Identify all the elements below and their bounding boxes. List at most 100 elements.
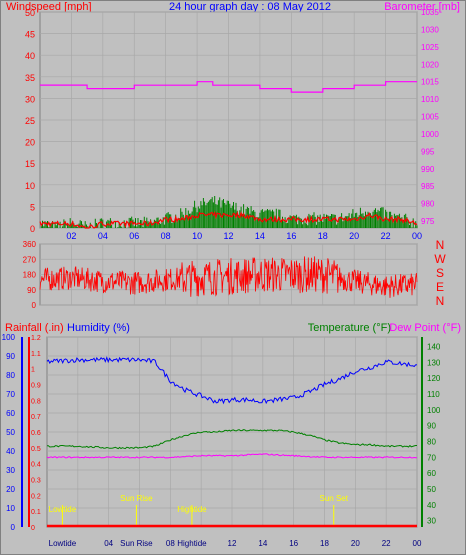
hour-tick-label: 06 (129, 231, 139, 241)
humidity-tick-label: 0 (11, 523, 16, 532)
hour-tick-label: 14 (255, 231, 265, 241)
temperature-series (47, 429, 417, 450)
compass-label: W (434, 252, 446, 266)
hour-tick-label: 00 (413, 539, 422, 548)
barometer-tick-label: 1025 (421, 43, 439, 52)
temperature-tick-label: 40 (427, 501, 436, 510)
hour-tick-label: 00 (412, 231, 422, 241)
temperature-tick-label: 60 (427, 469, 436, 478)
hour-tick-label: 16 (289, 539, 298, 548)
hour-tick-label: 22 (382, 539, 391, 548)
rain-humidity-temperature-panel: 010203040506070809010000.10.20.30.40.50.… (2, 333, 441, 548)
humidity-tick-label: 20 (6, 485, 15, 494)
barometer-tick-label: 990 (421, 165, 435, 174)
barometer-series (40, 81, 417, 93)
temperature-tick-label: 80 (427, 438, 436, 447)
graph-title: 24 hour graph day : 08 May 2012 (169, 1, 331, 13)
dewpoint-series (46, 453, 417, 459)
humidity-tick-label: 80 (6, 371, 15, 380)
windspeed-tick-label: 50 (25, 8, 35, 18)
humidity-tick-label: 70 (6, 390, 15, 399)
compass-label: S (436, 266, 444, 280)
compass-label: N (436, 294, 445, 308)
barometer-tick-label: 1005 (421, 113, 439, 122)
barometer-tick-label: 975 (421, 217, 435, 226)
barometer-tick-label: 1010 (421, 95, 439, 104)
humidity-tick-label: 30 (6, 466, 15, 475)
rainfall-tick-label: 1.2 (31, 335, 41, 342)
rainfall-tick-label: 0.6 (31, 430, 41, 437)
hour-tick-label: 16 (286, 231, 296, 241)
direction-tick-label: 90 (27, 286, 36, 295)
hour-tick-label: 04 (98, 231, 108, 241)
rainfall-tick-label: 1.1 (31, 351, 41, 358)
hour-tick-label: 20 (351, 539, 360, 548)
rainfall-tick-label: 0.5 (31, 446, 41, 453)
hour-tick-label: Lowtide (49, 539, 77, 548)
windspeed-series (39, 210, 418, 229)
rainfall-tick-label: 0.4 (31, 462, 41, 469)
direction-tick-label: 360 (23, 240, 37, 249)
windspeed-tick-label: 20 (25, 138, 35, 148)
hour-tick-label: 22 (381, 231, 391, 241)
compass-label: N (436, 238, 445, 252)
hour-tick-label: Hightide (177, 539, 207, 548)
rainfall-tick-label: 1 (31, 367, 35, 374)
barometer-tick-label: 1030 (421, 25, 439, 34)
humidity-tick-label: 60 (6, 409, 15, 418)
dewpoint-axis-title: Dew Point (°F) (389, 322, 461, 334)
temperature-tick-label: 50 (427, 485, 436, 494)
hour-tick-label: 12 (228, 539, 237, 548)
rainfall-tick-label: 0.8 (31, 398, 41, 405)
humidity-tick-label: 40 (6, 447, 15, 456)
humidity-series (46, 356, 418, 405)
humidity-tick-label: 90 (6, 352, 15, 361)
temperature-tick-label: 140 (427, 343, 441, 352)
barometer-tick-label: 1015 (421, 78, 439, 87)
windspeed-tick-label: 45 (25, 30, 35, 40)
temperature-tick-label: 120 (427, 374, 441, 383)
hour-tick-label: 10 (192, 231, 202, 241)
rainfall-tick-label: 0.3 (31, 478, 41, 485)
hour-tick-label: Sun Rise (120, 539, 153, 548)
barometer-tick-label: 980 (421, 200, 435, 209)
hour-tick-label: 18 (320, 539, 329, 548)
rainfall-tick-label: 0.7 (31, 414, 41, 421)
rainfall-tick-label: 0.9 (31, 383, 41, 390)
windspeed-axis-title: Windspeed [mph] (6, 1, 92, 13)
temperature-tick-label: 110 (427, 390, 440, 399)
rainfall-tick-label: 0.2 (31, 493, 41, 500)
compass-label: E (436, 280, 444, 294)
temperature-tick-label: 70 (427, 453, 436, 462)
barometer-axis-title: Barometer [mb] (384, 1, 460, 13)
direction-tick-label: 180 (23, 271, 37, 280)
temperature-axis-title: Temperature (°F) (308, 322, 391, 334)
event-label: Lowtide (49, 505, 77, 514)
direction-tick-label: 270 (23, 255, 37, 264)
barometer-tick-label: 1020 (421, 60, 439, 69)
temperature-tick-label: 100 (427, 406, 441, 415)
barometer-tick-label: 1000 (421, 130, 439, 139)
wind-barometer-panel: 0510152025303540455097598098599099510001… (25, 8, 439, 241)
humidity-axis-title: Humidity (%) (67, 322, 130, 334)
hour-tick-label: 08 (161, 231, 171, 241)
temperature-tick-label: 130 (427, 358, 441, 367)
event-label: Sun Rise (120, 494, 153, 503)
event-label: Sun Set (320, 494, 349, 503)
windspeed-tick-label: 0 (30, 224, 35, 234)
hour-tick-label: 14 (258, 539, 267, 548)
humidity-tick-label: 50 (6, 428, 15, 437)
windspeed-tick-label: 35 (25, 73, 35, 83)
windspeed-tick-label: 5 (30, 202, 35, 212)
hour-tick-label: 12 (223, 231, 233, 241)
hour-tick-label: 04 (104, 539, 113, 548)
windspeed-tick-label: 25 (25, 116, 35, 126)
hour-tick-label: 20 (349, 231, 359, 241)
rainfall-axis-title: Rainfall (.in) (5, 322, 64, 334)
windspeed-tick-label: 40 (25, 51, 35, 61)
humidity-tick-label: 100 (2, 333, 16, 342)
windspeed-tick-label: 10 (25, 181, 35, 191)
